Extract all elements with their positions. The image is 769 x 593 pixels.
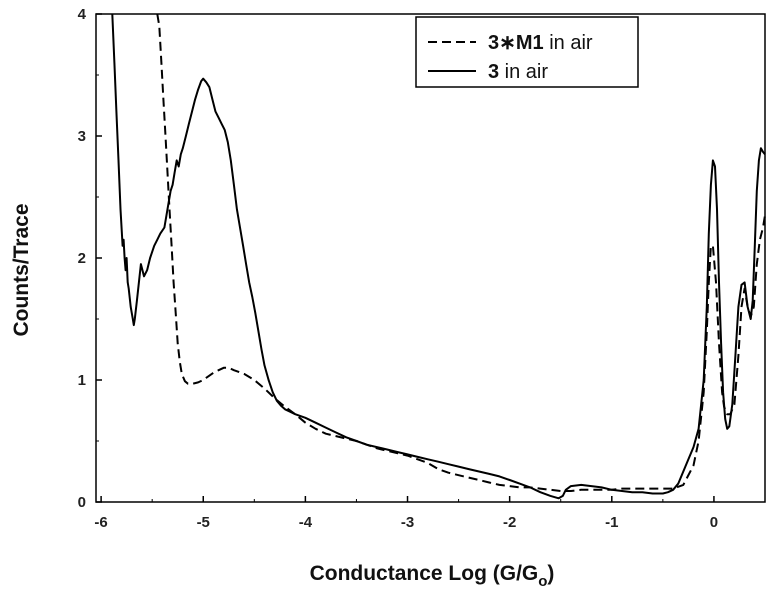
y-axis-title: Counts/Trace xyxy=(10,203,33,336)
legend-box xyxy=(415,16,639,88)
x-tick-label: -2 xyxy=(503,514,516,531)
x-tick-label: -4 xyxy=(299,514,313,531)
y-tick-label: 3 xyxy=(78,128,86,145)
series-layer xyxy=(111,13,766,500)
x-axis-title: Conductance Log (G/Go) xyxy=(310,562,555,590)
y-tick-label: 4 xyxy=(78,6,87,23)
legend-label-solid: 3 in air xyxy=(488,61,548,83)
x-tick-label: 0 xyxy=(710,514,718,531)
series-line-dashed xyxy=(156,13,766,492)
legend: 3∗M1 in air 3 in air xyxy=(415,16,639,88)
y-axis: 0 1 2 3 4 xyxy=(78,6,102,511)
y-tick-label: 1 xyxy=(78,372,86,389)
x-tick-label: -5 xyxy=(197,514,210,531)
x-tick-label: -1 xyxy=(605,514,618,531)
legend-label-dashed: 3∗M1 in air xyxy=(488,32,593,54)
y-tick-label: 2 xyxy=(78,250,86,267)
x-axis-title-subscript: o xyxy=(538,573,547,590)
y-tick-label: 0 xyxy=(78,494,86,511)
series-line-solid xyxy=(111,13,766,500)
x-axis: -6 -5 -4 -3 -2 -1 0 xyxy=(94,496,766,531)
x-tick-label: -3 xyxy=(401,514,414,531)
x-tick-label: -6 xyxy=(94,514,107,531)
